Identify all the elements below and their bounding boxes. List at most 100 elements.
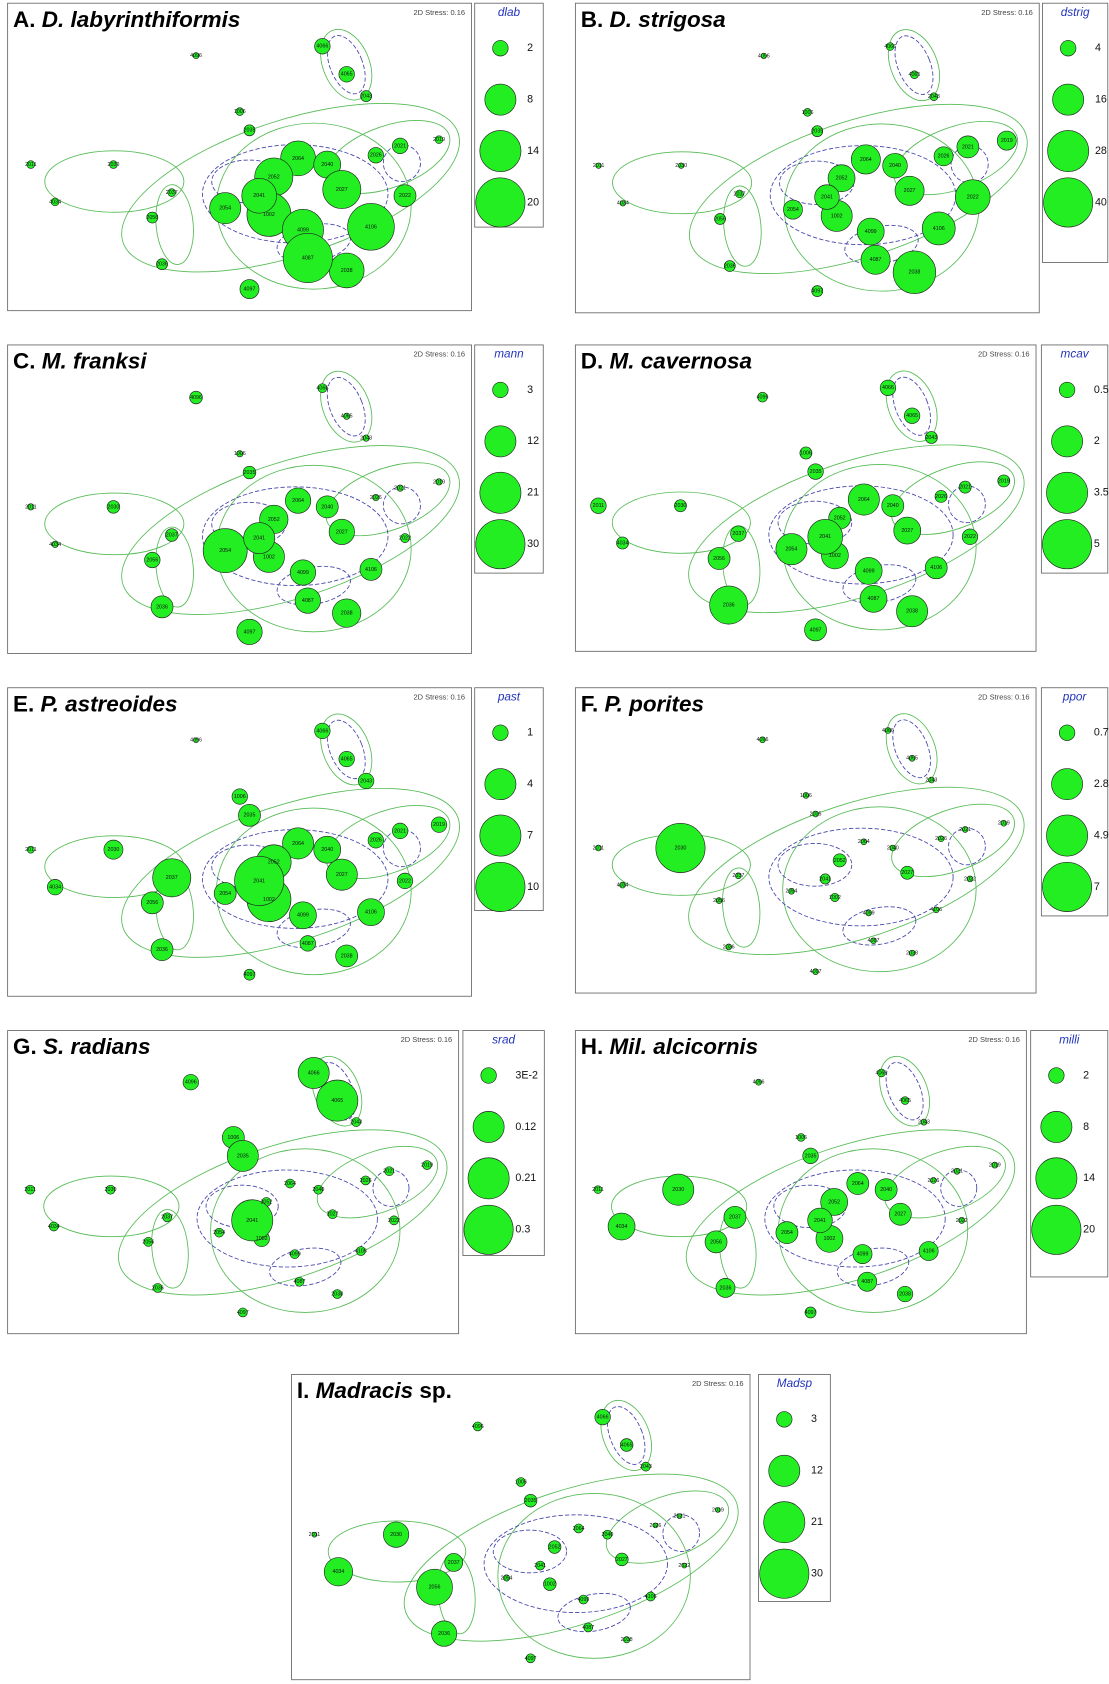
site-label: 4097 [237, 1310, 249, 1316]
site-label: 2027 [336, 872, 348, 878]
site-label: 4066 [882, 728, 894, 734]
site-label: 2022 [964, 534, 976, 540]
bubble [27, 503, 35, 511]
site-label: 4097 [810, 969, 822, 975]
legend-label: 0.3 [515, 1224, 530, 1236]
bubble [802, 792, 810, 799]
bubble [289, 559, 316, 586]
bubble [325, 858, 358, 891]
bubble [885, 42, 895, 51]
bubble [884, 727, 892, 734]
bubble [299, 935, 316, 952]
bubble [961, 528, 979, 545]
bubble [150, 938, 174, 962]
site-label: 2021 [394, 828, 406, 834]
group-ellipse [269, 1247, 342, 1287]
site-label: 2040 [887, 845, 899, 851]
bubble [757, 391, 768, 403]
bubble [595, 162, 602, 169]
site-label: 2019 [433, 137, 445, 143]
bubble [804, 1306, 817, 1319]
group-ellipse [210, 1148, 401, 1313]
bubble [235, 107, 244, 116]
bubble [109, 160, 118, 169]
site-label: 2011 [24, 1187, 36, 1193]
site-label: 1002 [256, 1236, 268, 1242]
legend-bubble [479, 471, 522, 514]
legend-bubble [768, 1454, 801, 1487]
panel-letter: B. [581, 7, 604, 32]
bubble [903, 407, 921, 424]
species-name: P. astreoides [40, 691, 177, 716]
legend-label: 3.5 [1094, 487, 1109, 499]
site-label: 4097 [244, 972, 256, 978]
site-label: 1006 [800, 793, 812, 799]
site-label: 2041 [819, 876, 831, 882]
site-label: 2027 [904, 188, 916, 194]
legend-label: 2 [1094, 435, 1100, 447]
bubble [150, 595, 174, 619]
bubble [820, 1188, 848, 1216]
site-label: 1006 [515, 1479, 527, 1485]
bubble [937, 835, 945, 842]
panel: 2011 4034 2030 2037 2056 2036 4096 4066 4065 2043… [7, 687, 544, 997]
site-label: 2030 [107, 847, 119, 853]
bubble [619, 1438, 634, 1452]
species-name: M. cavernosa [609, 349, 751, 374]
legend-bubble [1047, 130, 1090, 172]
site-label: 4106 [355, 1248, 367, 1254]
species-name: Madracis [316, 1378, 413, 1403]
site-label: 2027 [336, 529, 348, 535]
site-label: 2021 [383, 1169, 395, 1175]
site-label: 2030 [105, 1187, 117, 1193]
site-label: 2041 [253, 193, 265, 199]
bubble [105, 1184, 116, 1195]
site-label: 2026 [360, 1178, 372, 1184]
site-label: 4097 [805, 1310, 817, 1316]
bubble [103, 839, 124, 860]
legend-label: 10 [527, 881, 539, 893]
bubble [802, 1147, 819, 1164]
site-label: 2038 [621, 1637, 633, 1643]
bubble [338, 66, 355, 83]
site-label: 2030 [675, 845, 687, 851]
site-label: 2011 [593, 503, 605, 509]
bubble [908, 949, 916, 957]
legend-bubble [1035, 1157, 1078, 1200]
bubble [234, 855, 285, 906]
site-label: 2030 [107, 162, 119, 168]
bubble [681, 1562, 688, 1569]
legend-label: 20 [527, 196, 539, 208]
site-label: 4096 [472, 1424, 484, 1430]
bubble [25, 1184, 35, 1195]
site-label: 2019 [433, 479, 445, 485]
site-label: 2011 [25, 162, 37, 168]
site-label: 2038 [341, 611, 353, 617]
site-label: 4065 [906, 756, 918, 762]
site-label: 2026 [370, 153, 382, 159]
bubble [616, 536, 629, 550]
bubble [516, 1477, 526, 1487]
site-label: 2021 [959, 485, 971, 491]
legend-title: srad [492, 1033, 515, 1046]
bubble [730, 525, 747, 542]
site-label: 2041 [814, 1218, 826, 1224]
bubble [243, 124, 256, 137]
panel: 2011 4034 2030 2037 2056 2036 4096 4066 4065 2043… [574, 2, 1109, 314]
panel-title: E. P. astreoides [13, 691, 178, 716]
bubble [209, 192, 242, 225]
group-ellipse [885, 713, 938, 785]
bubble [317, 383, 328, 393]
site-label: 4106 [365, 224, 377, 230]
bubble [807, 1207, 833, 1234]
site-label: 4096 [753, 1080, 765, 1086]
bubble [367, 147, 384, 164]
bubble [343, 412, 351, 420]
bubble [294, 1276, 305, 1287]
bubble [140, 891, 164, 915]
site-label: 4096 [758, 53, 770, 59]
legend-bubble [484, 768, 517, 801]
site-label: 4106 [933, 226, 945, 232]
site-label: 2040 [321, 847, 333, 853]
species-name: D. labyrinthiformis [42, 7, 241, 32]
